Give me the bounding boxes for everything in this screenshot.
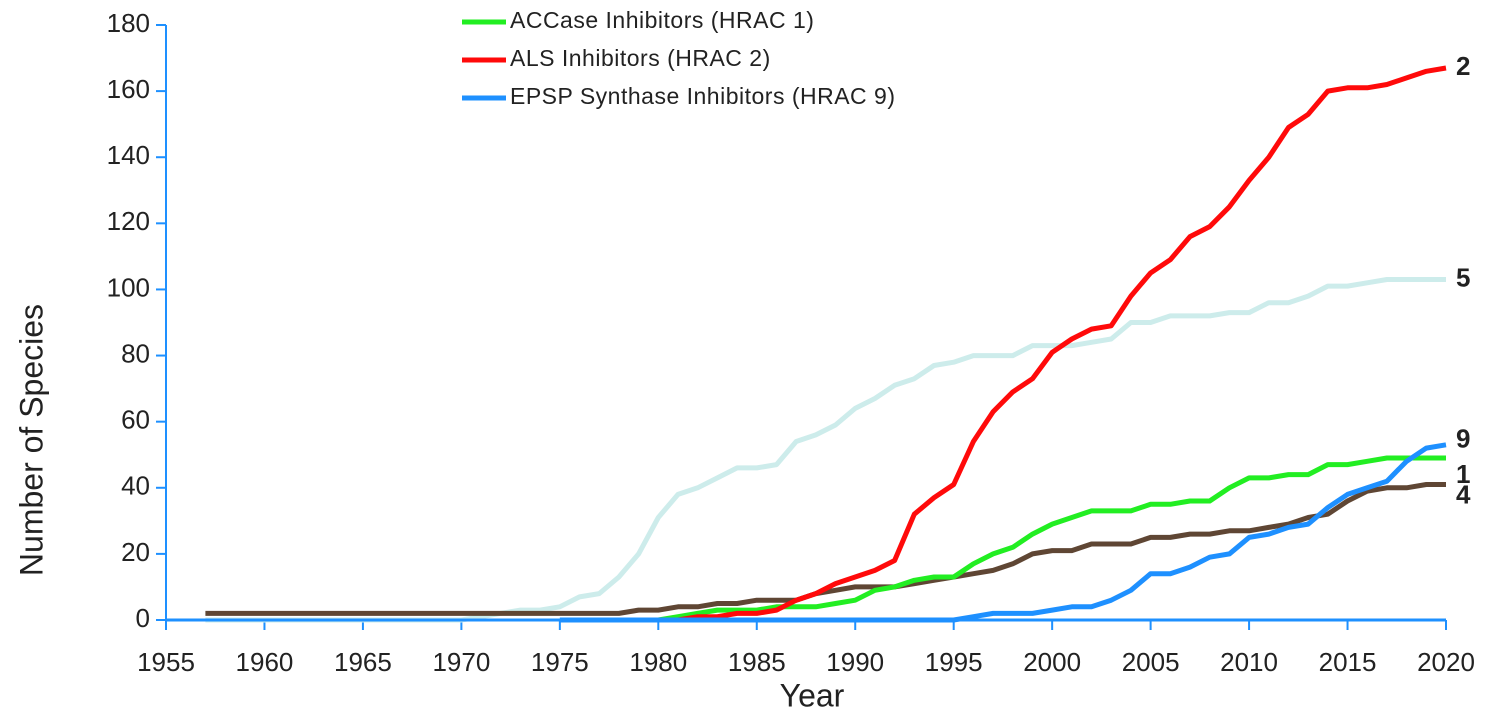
x-tick-label: 1980 [629,647,687,677]
x-tick-label: 1990 [826,647,884,677]
x-tick-label: 1955 [137,647,195,677]
y-tick-label: 0 [136,603,150,633]
y-tick-label: 20 [121,537,150,567]
x-tick-label: 1970 [432,647,490,677]
x-tick-label: 2015 [1319,647,1377,677]
series-line [657,455,1446,623]
end-label: 9 [1456,424,1470,454]
y-axis-title: Number of Species [13,304,49,576]
end-label: 4 [1456,479,1471,509]
x-tick-label: 1960 [236,647,294,677]
y-tick-label: 80 [121,338,150,368]
legend-label: ACCase Inhibitors (HRAC 1) [510,7,814,33]
series-line [205,482,1446,616]
x-tick-label: 2005 [1122,647,1180,677]
legend-label: EPSP Synthase Inhibitors (HRAC 9) [510,83,896,109]
x-tick-label: 2020 [1417,647,1475,677]
series-line [205,277,1446,623]
y-tick-label: 140 [107,140,150,170]
x-axis-title: Year [780,677,845,713]
y-tick-label: 160 [107,74,150,104]
y-tick-label: 100 [107,272,150,302]
y-tick-label: 120 [107,206,150,236]
x-tick-label: 1975 [531,647,589,677]
end-label: 2 [1456,51,1470,81]
end-label: 5 [1456,262,1470,292]
x-tick-label: 1965 [334,647,392,677]
legend-label: ALS Inhibitors (HRAC 2) [510,45,771,71]
y-tick-label: 40 [121,471,150,501]
series-line [658,65,1447,623]
x-tick-label: 1995 [925,647,983,677]
x-tick-label: 1985 [728,647,786,677]
y-tick-label: 60 [121,405,150,435]
x-tick-label: 2010 [1220,647,1278,677]
y-tick-label: 180 [107,8,150,38]
x-tick-label: 2000 [1023,647,1081,677]
end-label: 1 [1456,459,1470,489]
